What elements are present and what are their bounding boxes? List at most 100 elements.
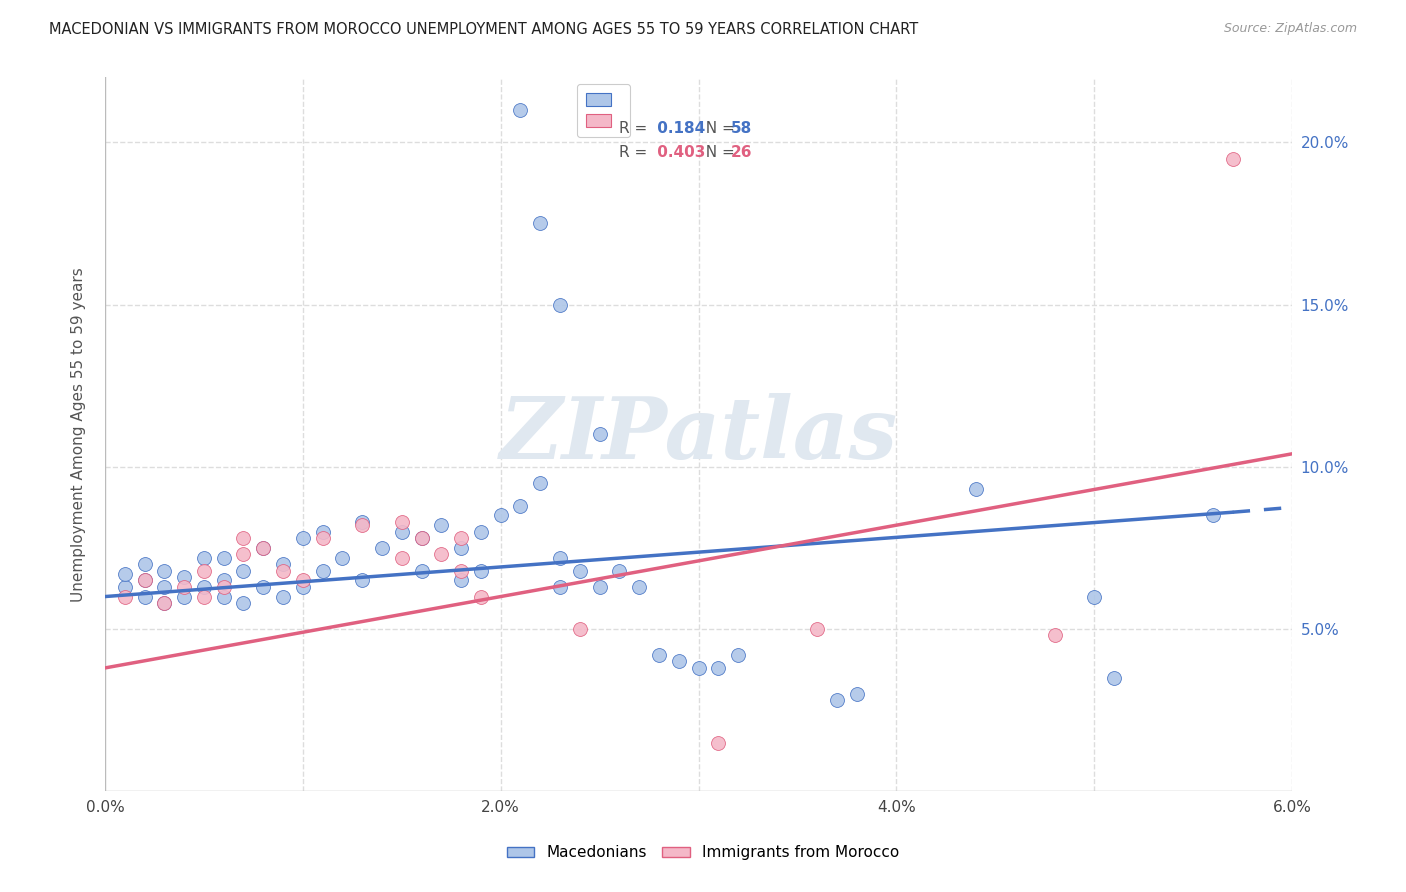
- Point: [271, 590, 294, 604]
- Point: [232, 596, 254, 610]
- Point: [134, 557, 156, 571]
- Point: [430, 548, 453, 562]
- Point: [1043, 628, 1066, 642]
- Point: [291, 574, 314, 588]
- Point: [173, 590, 195, 604]
- Point: [252, 541, 274, 555]
- Point: [411, 564, 433, 578]
- Text: R =: R =: [619, 120, 652, 136]
- Point: [965, 483, 987, 497]
- Point: [193, 564, 215, 578]
- Point: [411, 531, 433, 545]
- Point: [193, 550, 215, 565]
- Point: [271, 557, 294, 571]
- Text: Source: ZipAtlas.com: Source: ZipAtlas.com: [1223, 22, 1357, 36]
- Point: [114, 566, 136, 581]
- Text: 0.184: 0.184: [652, 120, 706, 136]
- Point: [430, 518, 453, 533]
- Point: [668, 655, 690, 669]
- Text: R =: R =: [619, 145, 652, 160]
- Point: [212, 580, 235, 594]
- Point: [193, 580, 215, 594]
- Point: [529, 475, 551, 490]
- Point: [153, 596, 176, 610]
- Text: 58: 58: [731, 120, 752, 136]
- Point: [134, 574, 156, 588]
- Point: [548, 550, 571, 565]
- Point: [450, 574, 472, 588]
- Point: [470, 564, 492, 578]
- Point: [648, 648, 671, 662]
- Point: [311, 524, 333, 539]
- Point: [727, 648, 749, 662]
- Point: [548, 297, 571, 311]
- Y-axis label: Unemployment Among Ages 55 to 59 years: Unemployment Among Ages 55 to 59 years: [72, 267, 86, 602]
- Point: [391, 550, 413, 565]
- Text: MACEDONIAN VS IMMIGRANTS FROM MOROCCO UNEMPLOYMENT AMONG AGES 55 TO 59 YEARS COR: MACEDONIAN VS IMMIGRANTS FROM MOROCCO UN…: [49, 22, 918, 37]
- Point: [352, 518, 374, 533]
- Point: [332, 550, 354, 565]
- Point: [568, 622, 591, 636]
- Point: [568, 564, 591, 578]
- Point: [470, 524, 492, 539]
- Point: [173, 580, 195, 594]
- Point: [1102, 671, 1125, 685]
- Point: [212, 590, 235, 604]
- Point: [153, 596, 176, 610]
- Point: [509, 499, 531, 513]
- Point: [707, 735, 730, 749]
- Point: [411, 531, 433, 545]
- Point: [548, 580, 571, 594]
- Point: [371, 541, 394, 555]
- Point: [588, 580, 610, 594]
- Point: [1202, 508, 1225, 523]
- Point: [271, 564, 294, 578]
- Text: N =: N =: [696, 120, 740, 136]
- Point: [470, 590, 492, 604]
- Point: [311, 531, 333, 545]
- Point: [252, 541, 274, 555]
- Point: [489, 508, 512, 523]
- Point: [212, 574, 235, 588]
- Point: [391, 515, 413, 529]
- Point: [450, 541, 472, 555]
- Legend: , : ,: [578, 85, 630, 136]
- Point: [1222, 152, 1244, 166]
- Point: [391, 524, 413, 539]
- Point: [232, 564, 254, 578]
- Point: [825, 693, 848, 707]
- Point: [212, 550, 235, 565]
- Point: [153, 564, 176, 578]
- Point: [352, 515, 374, 529]
- Point: [114, 580, 136, 594]
- Point: [134, 590, 156, 604]
- Point: [845, 687, 868, 701]
- Point: [450, 531, 472, 545]
- Point: [1083, 590, 1105, 604]
- Point: [114, 590, 136, 604]
- Point: [291, 580, 314, 594]
- Legend: Macedonians, Immigrants from Morocco: Macedonians, Immigrants from Morocco: [501, 839, 905, 866]
- Point: [352, 574, 374, 588]
- Point: [134, 574, 156, 588]
- Text: 0.403: 0.403: [652, 145, 706, 160]
- Point: [232, 531, 254, 545]
- Point: [173, 570, 195, 584]
- Point: [291, 531, 314, 545]
- Text: ZIPatlas: ZIPatlas: [499, 392, 897, 476]
- Text: N =: N =: [696, 145, 740, 160]
- Point: [609, 564, 631, 578]
- Point: [707, 661, 730, 675]
- Point: [588, 427, 610, 442]
- Point: [232, 548, 254, 562]
- Point: [450, 564, 472, 578]
- Text: 26: 26: [731, 145, 752, 160]
- Point: [628, 580, 651, 594]
- Point: [529, 216, 551, 230]
- Point: [193, 590, 215, 604]
- Point: [806, 622, 828, 636]
- Point: [509, 103, 531, 117]
- Point: [153, 580, 176, 594]
- Point: [311, 564, 333, 578]
- Point: [252, 580, 274, 594]
